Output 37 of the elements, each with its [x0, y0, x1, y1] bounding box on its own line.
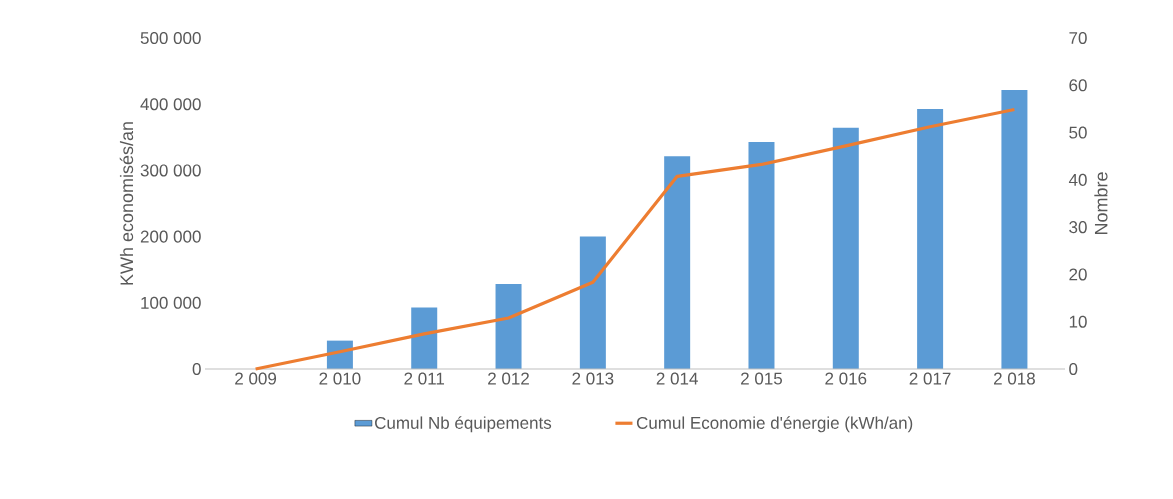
x-tick-label: 2 009: [235, 372, 277, 385]
bar: [748, 142, 775, 369]
y-tick-label: 300 000: [140, 164, 201, 177]
y2-tick-label: 60: [1069, 79, 1087, 92]
x-tick-label: 2 018: [994, 372, 1035, 385]
bar: [579, 236, 606, 369]
y2-axis-title: Nombre: [1094, 172, 1108, 235]
y2-tick-label: 10: [1069, 315, 1087, 328]
y2-tick-label: 50: [1069, 126, 1087, 139]
y-axis-title: KWh economisés/an: [119, 122, 134, 285]
y2-tick-label: 30: [1069, 221, 1087, 234]
y-tick-label: 0: [192, 362, 201, 376]
x-tick-label: 2 013: [572, 372, 614, 385]
x-tick-label: 2 016: [825, 372, 867, 385]
bar: [917, 108, 944, 369]
y2-tick-label: 40: [1068, 173, 1087, 186]
x-tick-label: 2 017: [909, 372, 951, 385]
y2-tick-label: 70: [1069, 31, 1087, 45]
legend-label: Cumul Economie d'énergie (kWh/an): [636, 416, 913, 433]
x-tick-label: 2 015: [741, 372, 783, 385]
y2-tick-label: 20: [1069, 268, 1087, 281]
bar: [664, 156, 691, 369]
line-series: [253, 107, 1017, 371]
y-tick-label: 500 000: [140, 31, 201, 45]
y-tick-label: 100 000: [141, 296, 201, 309]
y-tick-label: 200 000: [140, 230, 201, 243]
bar: [495, 283, 522, 369]
bar: [411, 307, 438, 369]
x-tick-label: 2 011: [404, 372, 445, 385]
x-tick-label: 2 012: [488, 372, 529, 385]
legend-label: Cumul Nb équipements: [375, 416, 552, 433]
bar: [1001, 90, 1028, 369]
y2-tick-label: 0: [1069, 362, 1078, 376]
bar: [832, 127, 859, 369]
x-tick-label: 2 010: [319, 372, 361, 385]
y-tick-label: 400 000: [140, 98, 201, 111]
x-tick-label: 2 014: [656, 372, 698, 385]
